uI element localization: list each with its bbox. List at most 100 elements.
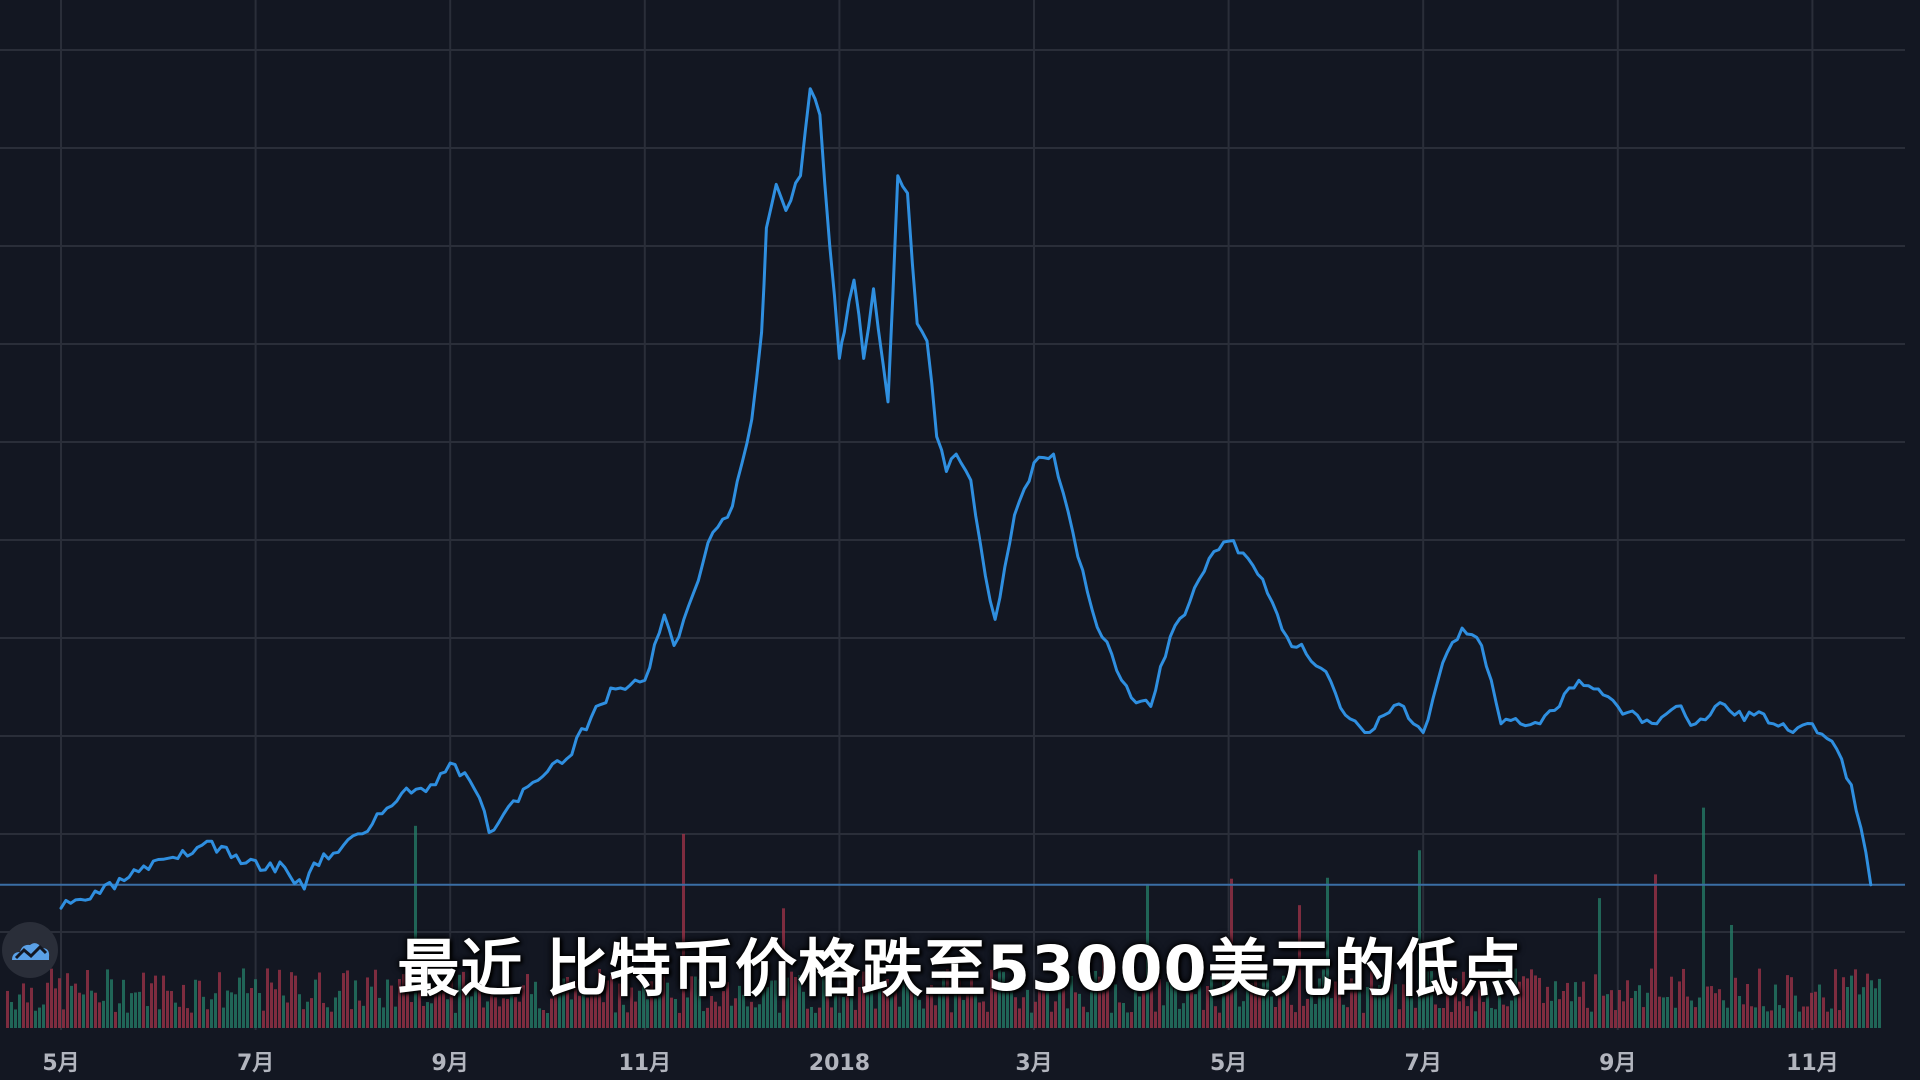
volume-bar <box>30 987 33 1028</box>
volume-bar <box>930 984 933 1028</box>
volume-bar <box>1162 1005 1165 1028</box>
volume-bar <box>150 983 153 1028</box>
volume-bar <box>810 1006 813 1028</box>
price-series-line[interactable] <box>59 87 1873 910</box>
volume-bar <box>1482 1001 1485 1028</box>
volume-bar <box>1414 1007 1417 1028</box>
volume-bar <box>1722 1000 1725 1028</box>
volume-bar <box>826 978 829 1028</box>
volume-bar <box>1098 976 1101 1028</box>
volume-bar <box>1398 1009 1401 1028</box>
volume-bar <box>1678 981 1681 1028</box>
volume-bar <box>1026 989 1029 1028</box>
volume-bar <box>1562 991 1565 1028</box>
volume-bar <box>1790 977 1793 1028</box>
volume-bar <box>758 1004 761 1028</box>
volume-bar <box>850 969 853 1028</box>
volume-bar <box>170 991 173 1028</box>
volume-bar <box>1350 978 1353 1028</box>
volume-bar <box>814 1012 817 1028</box>
volume-bar <box>574 981 577 1028</box>
volume-bar <box>1506 1006 1509 1028</box>
volume-bar <box>98 1002 101 1028</box>
volume-bar <box>446 999 449 1028</box>
volume-bar <box>466 985 469 1028</box>
volume-bar <box>110 979 113 1028</box>
volume-bar <box>90 990 93 1028</box>
x-tick-label: 7月 <box>237 1051 274 1076</box>
tradingview-logo[interactable] <box>2 922 58 978</box>
volume-bar <box>386 979 389 1028</box>
volume-bar <box>950 1012 953 1028</box>
volume-bar <box>474 986 477 1028</box>
volume-bar <box>1178 1008 1181 1028</box>
volume-bar <box>1750 1006 1753 1028</box>
volume-bar <box>1474 1011 1477 1028</box>
volume-bar <box>1154 1011 1157 1028</box>
volume-bar <box>1658 996 1661 1028</box>
volume-bar <box>818 1007 821 1028</box>
volume-bar <box>130 993 133 1028</box>
volume-bar <box>954 991 957 1028</box>
volume-bar <box>1606 994 1609 1028</box>
volume-bar <box>142 972 145 1028</box>
volume-bar <box>230 992 233 1028</box>
volume-bar <box>746 1006 749 1028</box>
volume-bar <box>1618 990 1621 1028</box>
volume-bar <box>162 975 165 1028</box>
volume-bar <box>1418 850 1421 1028</box>
volume-bar <box>902 981 905 1028</box>
volume-bar <box>22 983 25 1028</box>
volume-bar <box>1066 1008 1069 1028</box>
volume-bar <box>250 988 253 1028</box>
volume-bar <box>434 990 437 1028</box>
x-tick-label: 5月 <box>42 1051 79 1076</box>
volume-bar <box>1354 989 1357 1028</box>
volume-bar <box>362 1005 365 1028</box>
volume-bar <box>1102 945 1105 1028</box>
volume-bar <box>10 1002 13 1028</box>
volume-bar <box>234 994 237 1028</box>
volume-bar <box>542 1009 545 1028</box>
volume-bar <box>1758 968 1761 1028</box>
volume-bar <box>1114 984 1117 1028</box>
volume-bar <box>1686 996 1689 1028</box>
volume-bar <box>770 980 773 1028</box>
volume-bar <box>1846 986 1849 1028</box>
volume-bar <box>982 1001 985 1028</box>
volume-bar <box>334 997 337 1028</box>
volume-bar <box>166 990 169 1028</box>
volume-bar <box>1082 1006 1085 1028</box>
volume-bar <box>1682 968 1685 1028</box>
volume-bar <box>550 998 553 1028</box>
volume-bar <box>1326 877 1329 1028</box>
volume-bar <box>1566 982 1569 1028</box>
volume-bar <box>734 998 737 1028</box>
volume-bar <box>646 999 649 1028</box>
volume-bar <box>1274 1006 1277 1028</box>
volume-bar <box>806 1008 809 1028</box>
chart-grid <box>0 0 1905 1030</box>
volume-bar <box>442 985 445 1028</box>
volume-bar <box>174 1002 177 1028</box>
volume-bar <box>1186 988 1189 1028</box>
volume-bar <box>874 1008 877 1028</box>
volume-bar <box>706 1007 709 1028</box>
volume-bar <box>438 991 441 1028</box>
volume-bar <box>638 990 641 1028</box>
volume-bar <box>678 1012 681 1028</box>
volume-bar <box>610 975 613 1028</box>
volume-bar <box>1754 1007 1757 1028</box>
volume-bar <box>1774 984 1777 1028</box>
volume-bar <box>1126 1012 1129 1028</box>
volume-bar <box>494 997 497 1028</box>
volume-bar <box>258 993 261 1028</box>
volume-bar <box>1050 1011 1053 1028</box>
volume-bar <box>1866 973 1869 1028</box>
volume-bar <box>394 1006 397 1028</box>
volume-bar <box>1802 1006 1805 1028</box>
volume-bar <box>1826 1011 1829 1028</box>
volume-bar <box>942 971 945 1028</box>
volume-bar <box>1730 924 1733 1028</box>
